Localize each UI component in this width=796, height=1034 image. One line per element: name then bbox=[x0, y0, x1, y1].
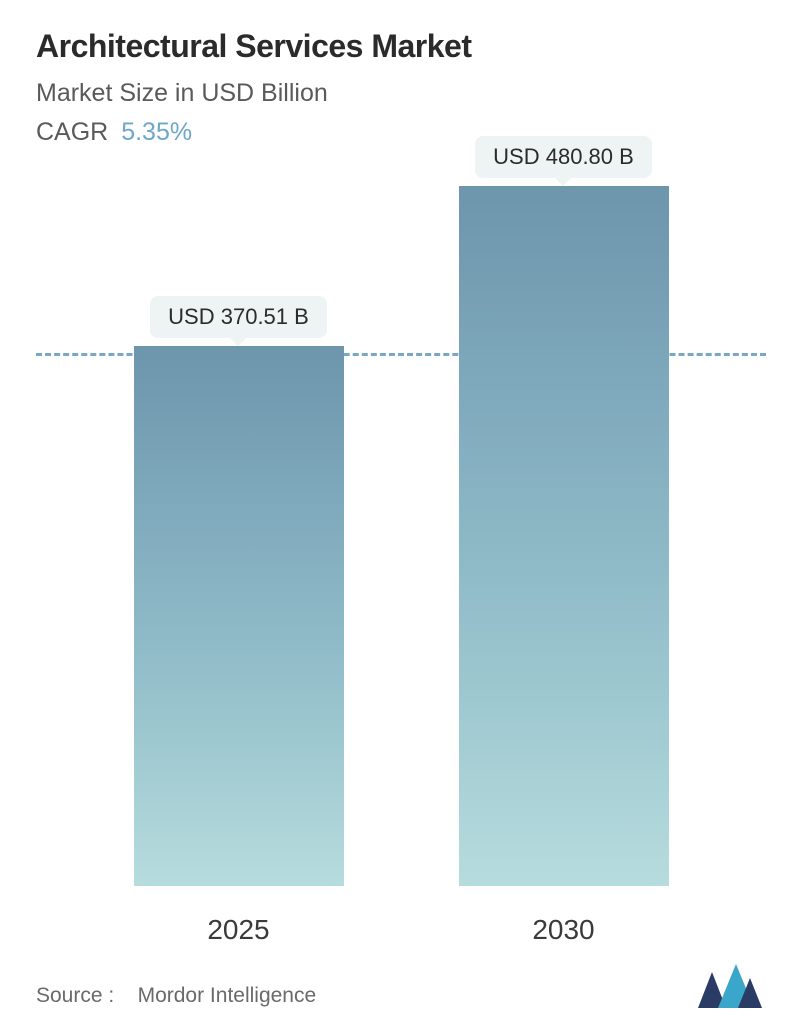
source-label: Source : bbox=[36, 984, 114, 1007]
value-badge-2025: USD 370.51 B bbox=[150, 296, 327, 338]
bar-2030 bbox=[459, 186, 669, 886]
mordor-logo-icon bbox=[698, 964, 762, 1008]
source-text: Source : Mordor Intelligence bbox=[36, 984, 316, 1008]
footer: Source : Mordor Intelligence bbox=[36, 956, 766, 1014]
chart-container: Architectural Services Market Market Siz… bbox=[0, 0, 796, 1034]
x-label-2025: 2025 bbox=[124, 914, 354, 946]
x-label-2030: 2030 bbox=[449, 914, 679, 946]
chart-title: Architectural Services Market bbox=[36, 28, 766, 65]
chart-subtitle: Market Size in USD Billion bbox=[36, 79, 766, 108]
source-value: Mordor Intelligence bbox=[138, 984, 317, 1007]
cagr-value: 5.35% bbox=[121, 118, 192, 146]
cagr-row: CAGR 5.35% bbox=[36, 118, 766, 147]
chart-area: USD 370.51 B USD 480.80 B 2025 2030 bbox=[36, 187, 766, 946]
value-badge-2030: USD 480.80 B bbox=[475, 136, 652, 178]
bars-wrap: USD 370.51 B USD 480.80 B bbox=[36, 187, 766, 886]
bar-2025 bbox=[134, 346, 344, 886]
cagr-label: CAGR bbox=[36, 118, 108, 146]
bar-group-2025: USD 370.51 B bbox=[124, 346, 354, 886]
x-axis-labels: 2025 2030 bbox=[36, 914, 766, 946]
bar-group-2030: USD 480.80 B bbox=[449, 186, 679, 886]
